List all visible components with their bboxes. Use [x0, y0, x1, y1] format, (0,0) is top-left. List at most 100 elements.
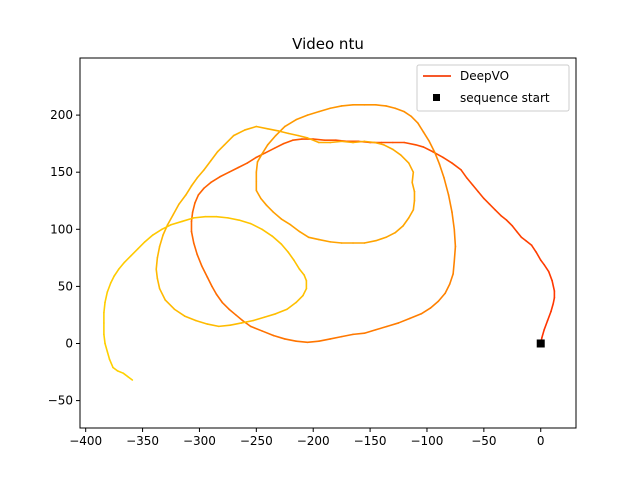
trajectory-segment [266, 134, 277, 146]
trajectory-segment [414, 143, 425, 148]
trajectory-segment [453, 245, 457, 263]
x-tick-label: −200 [297, 434, 330, 448]
trajectory-segment [363, 140, 376, 144]
trajectory-segment [400, 154, 410, 164]
trajectory-segment [516, 230, 523, 239]
trajectory-segment [113, 268, 120, 277]
trajectory-segment [104, 342, 109, 353]
trajectory-segment [298, 230, 310, 239]
trajectory-segment [363, 239, 377, 244]
sequence-start-marker [536, 339, 545, 348]
axes-frame [79, 57, 577, 429]
trajectory-segment [403, 110, 412, 118]
trajectory-segment [278, 130, 289, 135]
trajectory-segment [394, 225, 404, 234]
x-tick-label: −250 [240, 434, 273, 448]
trajectory-segment [392, 148, 402, 156]
trajectory-segment [195, 319, 209, 325]
trajectory-segment [546, 310, 552, 322]
trajectory-segment [539, 259, 545, 266]
trajectory-segment [280, 218, 292, 226]
trajectory-segment [407, 162, 415, 173]
trajectory-segment [210, 150, 219, 162]
trajectory-segment [442, 156, 453, 164]
trajectory-segment [340, 140, 354, 144]
trajectory-segment [420, 307, 432, 315]
trajectory-segment [203, 159, 212, 171]
trajectory-segment [297, 134, 309, 139]
trajectory-segment [155, 257, 159, 271]
trajectory-segment [412, 199, 416, 211]
chart-title: Video ntu [292, 35, 364, 53]
trajectory-segment [196, 169, 205, 179]
trajectory-segment [374, 325, 388, 331]
trajectory-segment [255, 161, 259, 173]
axes: −400 −350 −300 −250 −200 −150 −100 −50 0 −50 0 50 10… [48, 57, 577, 448]
x-tick-label: −400 [69, 434, 102, 448]
trajectory-segment [109, 275, 115, 284]
y-tick-label: −50 [48, 394, 73, 408]
trajectory-segment [206, 323, 220, 328]
trajectory-segment [126, 375, 134, 381]
trajectory-segment [272, 211, 283, 220]
trajectory-segment [303, 274, 308, 282]
trajectory-segment [289, 223, 301, 233]
trajectory-segment [164, 299, 176, 311]
trajectory-segment [307, 236, 320, 241]
trajectory-segment [144, 234, 154, 243]
trajectory-segment [329, 241, 343, 244]
x-tick-label: −150 [354, 434, 387, 448]
trajectory-segment [261, 330, 275, 337]
trajectory-segment [552, 297, 556, 305]
trajectory-segment [282, 139, 294, 145]
trajectory-segment [438, 163, 445, 179]
trajectory-segment [223, 134, 235, 146]
x-tick-label: −300 [183, 434, 216, 448]
trajectory-segment [550, 302, 555, 313]
trajectory-segment [397, 317, 411, 324]
trajectory-segment [411, 171, 415, 184]
trajectory-segment [340, 104, 354, 107]
trajectory-segment [403, 141, 417, 146]
trajectory-segment [185, 185, 193, 196]
trajectory-segment [264, 147, 276, 154]
trajectory-segment [505, 219, 514, 227]
trajectory-segment [112, 366, 119, 372]
trajectory-segment [352, 332, 366, 336]
trajectory-segment [219, 171, 230, 178]
trajectory-segment [192, 215, 206, 219]
trajectory-segment [196, 253, 203, 267]
trajectory-segment [106, 282, 112, 293]
trajectory-segment [122, 372, 129, 378]
trajectory-segment [117, 261, 126, 271]
trajectory-segment [541, 328, 545, 339]
trajectory-segment [190, 177, 198, 187]
trajectory-segment [318, 107, 332, 113]
y-tick-label: 150 [50, 165, 73, 179]
trajectory-segment [318, 238, 332, 243]
trajectory-segment [443, 177, 450, 196]
trajectory-segment [273, 142, 285, 150]
trajectory-segment [116, 370, 125, 374]
trajectory-segment [216, 143, 226, 153]
trajectory-segment [295, 340, 309, 344]
trajectory-segment [244, 125, 258, 131]
trajectory-segment [394, 107, 406, 113]
trajectory-segment [228, 308, 237, 316]
trajectory-segment [200, 265, 209, 279]
trajectory-segment [252, 316, 266, 322]
legend-marker-sequence-start [433, 94, 440, 101]
trajectory-segment [488, 203, 497, 211]
trajectory-segment [352, 140, 366, 144]
trajectory-segment [261, 228, 274, 237]
trajectory-segment [525, 239, 533, 247]
trajectory-segment [217, 324, 231, 328]
trajectory-segment [227, 217, 241, 221]
trajectory-segment [411, 181, 416, 193]
trajectory-segment [103, 301, 106, 314]
trajectory-segment [108, 358, 114, 369]
trajectory-segment [291, 138, 303, 142]
trajectory-segment [409, 312, 423, 320]
trajectory-segment [190, 211, 194, 223]
trajectory-segment [453, 228, 457, 248]
